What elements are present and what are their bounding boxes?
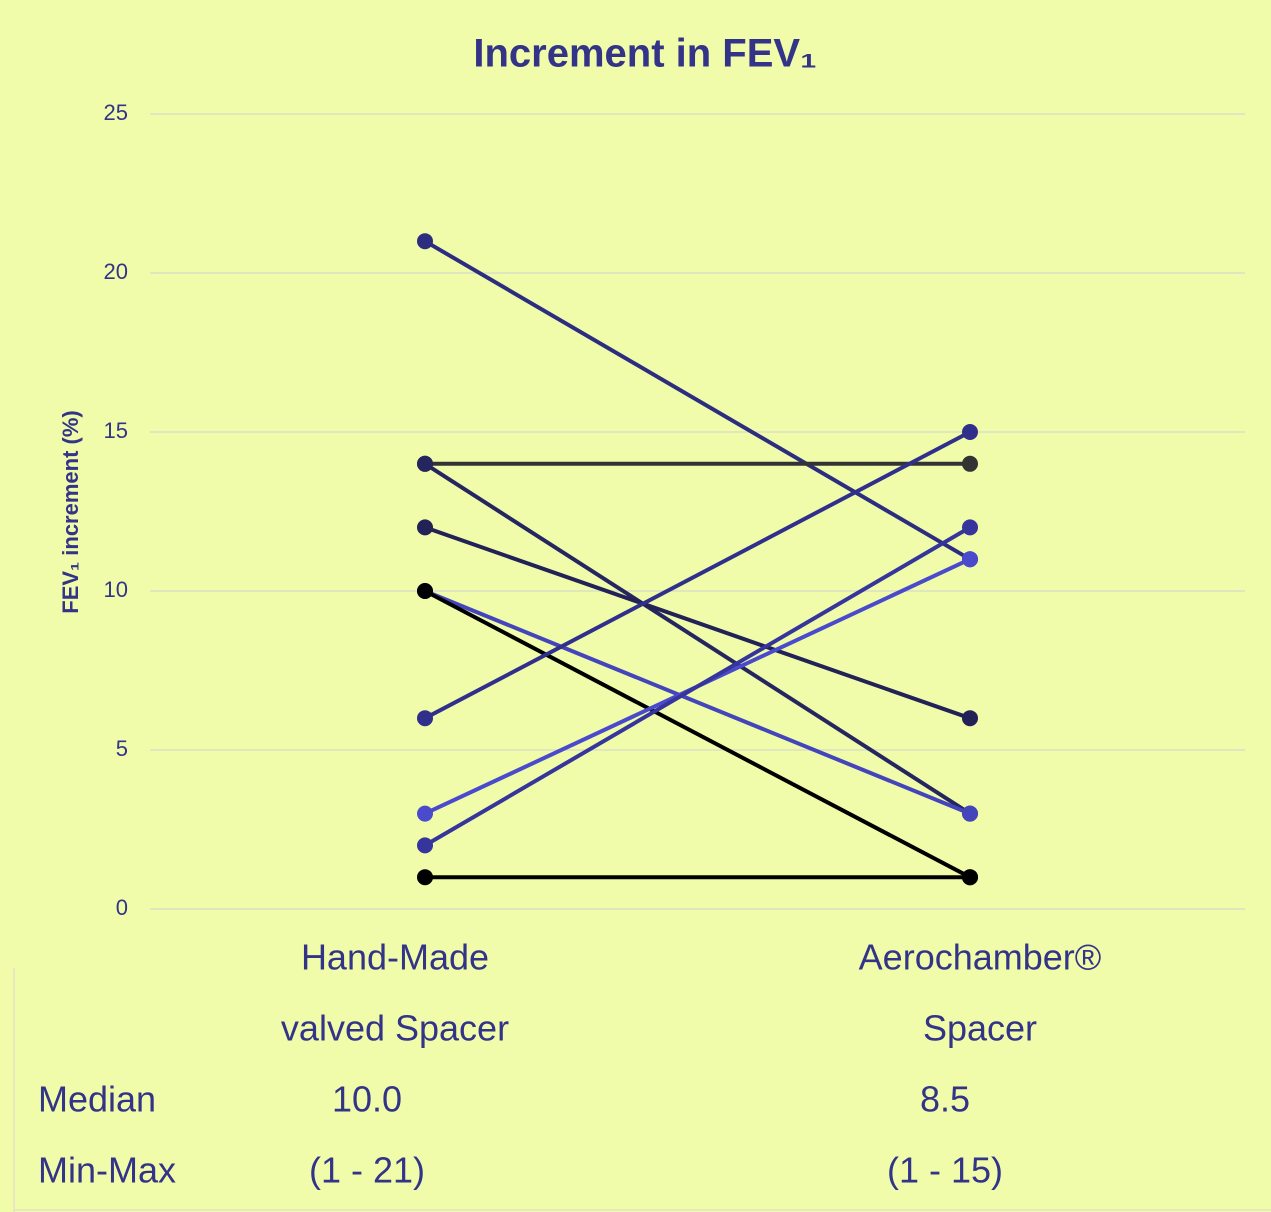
stat-value: (1 - 21) <box>309 1150 425 1191</box>
stat-value: (1 - 15) <box>887 1150 1003 1191</box>
data-point <box>962 710 978 727</box>
data-point <box>417 837 433 854</box>
series-line <box>423 239 972 561</box>
stat-value: 8.5 <box>920 1079 970 1120</box>
data-point <box>417 455 433 472</box>
y-tick-label: 10 <box>104 577 128 602</box>
stat-label: Median <box>38 1079 156 1120</box>
series-line <box>424 525 971 721</box>
data-point <box>417 805 433 822</box>
y-axis-label: FEV₁ increment (%) <box>58 410 83 613</box>
series-line <box>423 462 972 816</box>
data-point <box>962 805 978 822</box>
stat-label: Min-Max <box>38 1150 176 1191</box>
data-point <box>962 869 978 886</box>
data-point <box>962 519 978 536</box>
series-line <box>424 589 971 879</box>
y-tick-label: 25 <box>104 100 128 125</box>
stat-value: 10.0 <box>332 1079 402 1120</box>
series-line <box>424 430 971 720</box>
category-label: Spacer <box>923 1008 1037 1049</box>
series-line <box>423 525 972 848</box>
data-point <box>962 424 978 440</box>
category-label: Aerochamber® <box>859 937 1102 978</box>
category-label: Hand-Made <box>301 937 489 978</box>
data-point <box>417 710 433 727</box>
series-line <box>424 589 971 816</box>
chart-title: Increment in FEV₁ <box>473 32 816 76</box>
data-point <box>962 455 978 472</box>
data-point <box>417 233 433 250</box>
y-tick-label: 20 <box>104 259 128 284</box>
data-point <box>962 551 978 568</box>
y-tick-label: 15 <box>104 418 128 443</box>
y-tick-label: 5 <box>116 736 128 761</box>
category-label: valved Spacer <box>281 1008 509 1049</box>
data-point <box>417 583 433 599</box>
data-point <box>417 869 433 886</box>
data-point <box>417 519 433 536</box>
y-tick-label: 0 <box>116 895 128 920</box>
